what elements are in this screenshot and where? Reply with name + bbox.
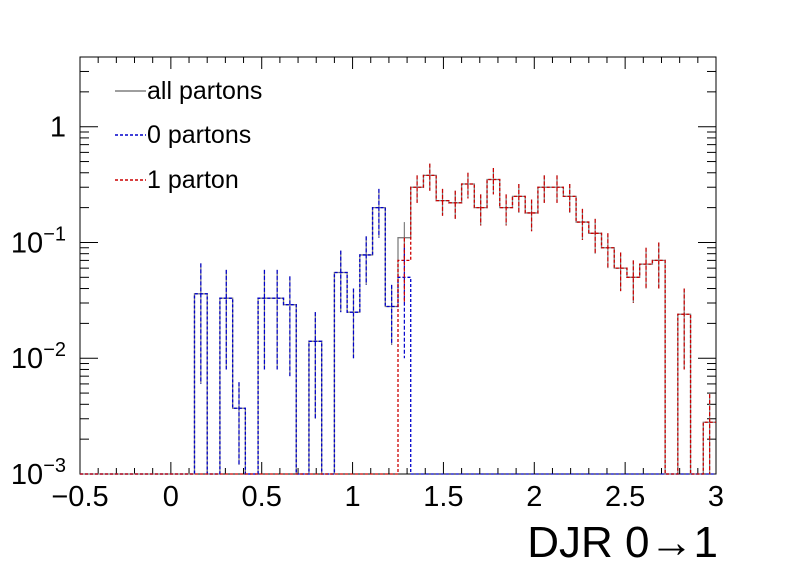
legend-label: 1 parton: [147, 166, 239, 194]
legend-label: all partons: [147, 77, 262, 105]
y-tick-label: 1: [50, 112, 66, 144]
series-line-0-partons: [80, 206, 716, 475]
series-all-partons: [80, 163, 716, 475]
x-axis-label: DJR 0→1: [527, 518, 718, 567]
x-tick-label: 1.5: [423, 481, 463, 513]
axes: −0.5 0 0.5 1 1.5 2 2.5 3 10−3 10−2 10−1 1: [11, 56, 724, 513]
series-group: [80, 163, 716, 475]
series-0-partons: [80, 206, 716, 475]
legend: all partons 0 partons 1 parton: [115, 77, 262, 194]
legend-entry-0-partons: 0 partons: [115, 121, 251, 149]
x-tick-label: 2.5: [605, 481, 645, 513]
legend-entry-1-parton: 1 parton: [115, 166, 239, 194]
series-1-parton: [80, 174, 716, 475]
legend-entry-all-partons: all partons: [115, 77, 262, 105]
x-tick-label: 1: [345, 481, 361, 513]
x-tick-label: 3: [708, 481, 724, 513]
y-tick-label: 10−3: [11, 455, 66, 491]
x-tick-label: 2: [526, 481, 542, 513]
x-tick-label: −0.5: [51, 481, 108, 513]
series-errors-1-parton: [403, 163, 711, 474]
series-line-1-parton: [80, 174, 716, 475]
y-tick-label: 10−2: [11, 339, 66, 375]
y-tick-label: 10−1: [11, 223, 66, 259]
legend-label: 0 partons: [147, 121, 251, 149]
x-tick-label: 0: [163, 481, 179, 513]
series-errors-0-partons: [200, 188, 405, 465]
x-tick-label: 0.5: [242, 481, 282, 513]
